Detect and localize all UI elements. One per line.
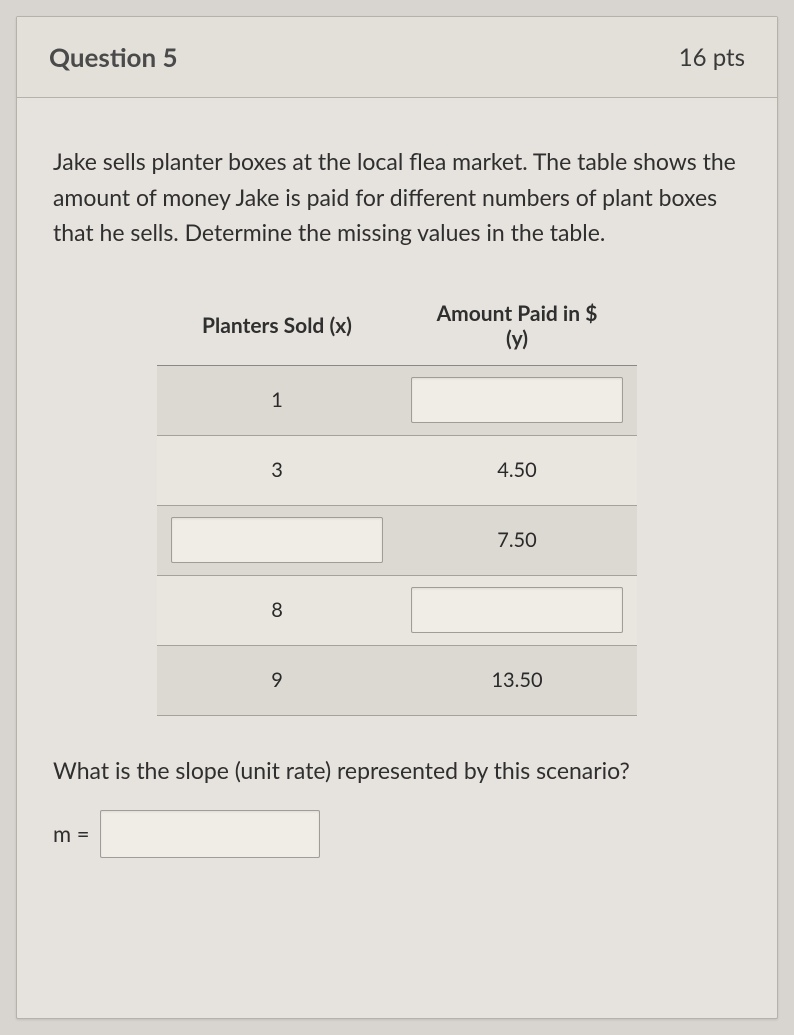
col-y-header: Amount Paid in $ (y) [397,291,637,366]
cell-y [397,575,637,645]
y-input[interactable] [411,587,622,633]
table-row: 34.50 [157,435,637,505]
table-row: 8 [157,575,637,645]
cell-x: 3 [157,435,397,505]
col-y-header-line1: Amount Paid in $ [437,301,598,326]
slope-question: What is the slope (unit rate) represente… [53,756,741,784]
table-header-row: Planters Sold (x) Amount Paid in $ (y) [157,291,637,366]
x-input[interactable] [171,517,382,563]
cell-x [157,505,397,575]
cell-x: 8 [157,575,397,645]
cell-x: 1 [157,365,397,435]
slope-row: m = [53,810,741,858]
question-points: 16 pts [679,43,745,72]
table-row: 7.50 [157,505,637,575]
slope-label: m = [53,820,90,847]
table-row: 1 [157,365,637,435]
cell-y: 4.50 [397,435,637,505]
y-input[interactable] [411,377,622,423]
cell-y: 13.50 [397,645,637,715]
col-x-header: Planters Sold (x) [157,291,397,366]
question-card: Question 5 16 pts Jake sells planter box… [16,16,778,1019]
card-body: Jake sells planter boxes at the local fl… [17,98,777,888]
card-header: Question 5 16 pts [17,17,777,98]
table-row: 913.50 [157,645,637,715]
question-prompt: Jake sells planter boxes at the local fl… [53,144,741,251]
slope-input[interactable] [100,810,320,858]
cell-y [397,365,637,435]
data-table: Planters Sold (x) Amount Paid in $ (y) 1… [157,291,637,716]
question-title: Question 5 [49,41,178,73]
col-y-header-line2: (y) [506,326,528,351]
cell-x: 9 [157,645,397,715]
cell-y: 7.50 [397,505,637,575]
table-body: 134.507.508913.50 [157,365,637,715]
